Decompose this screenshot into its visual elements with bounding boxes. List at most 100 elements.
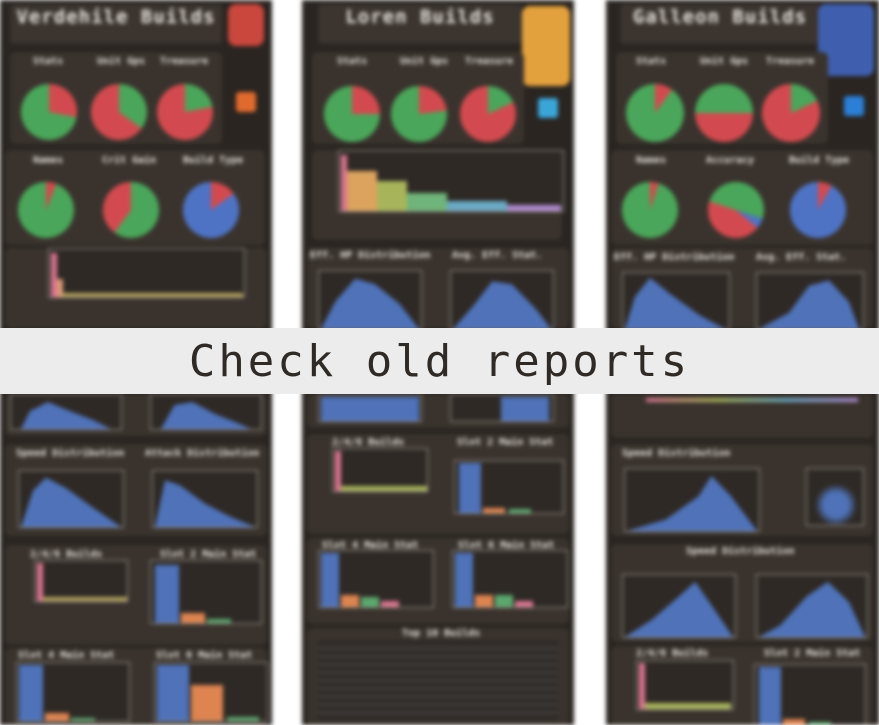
unit-gps-pie-chart <box>695 84 753 142</box>
slot2-main-plot <box>150 560 262 624</box>
avg-eff-plot <box>756 272 864 330</box>
avg-eff-plot-tail <box>450 394 554 422</box>
report-panel-verdehile[interactable]: Verdehile Builds Stats Unit Gps Treasure… <box>0 0 272 725</box>
treasure-label: Treasure <box>465 56 514 67</box>
treasure-pie-chart <box>157 84 213 140</box>
bar <box>455 553 473 607</box>
histogram <box>321 397 419 421</box>
slot4-main-label: Slot 4 Main Stat <box>18 650 115 661</box>
eff-hp-plot <box>318 270 422 330</box>
slot-builds-label: 2/4/6 Builds <box>636 648 709 659</box>
histogram <box>627 475 757 531</box>
histogram <box>321 278 419 329</box>
histogram <box>21 402 111 429</box>
hero-avatar <box>228 4 264 46</box>
names-pie-chart <box>18 182 74 238</box>
slot-builds-plot <box>34 560 128 602</box>
histogram <box>759 280 859 329</box>
bar <box>483 508 505 513</box>
stats-pie-chart <box>626 84 684 142</box>
bar <box>407 193 447 211</box>
table-row <box>318 696 558 697</box>
bar <box>341 595 359 607</box>
speed-distribution-plot <box>624 468 760 532</box>
table-row <box>318 656 558 657</box>
stats-label: Stats <box>33 56 64 67</box>
bar <box>19 665 43 721</box>
crit-gain-label: Crit Gain <box>102 155 157 166</box>
bar <box>515 601 533 607</box>
bar <box>57 279 63 297</box>
table-row <box>318 688 558 689</box>
report-header: Verdehile Builds <box>10 4 222 44</box>
bar <box>51 253 57 297</box>
accuracy-pie-chart <box>708 182 764 238</box>
unit-gps-label: Unit Gps <box>700 56 749 67</box>
names-label: Names <box>33 155 64 166</box>
top-builds-label: Top 10 Builds <box>402 628 481 639</box>
bar <box>181 613 205 623</box>
names-pie-chart <box>622 182 678 238</box>
bar <box>37 563 43 601</box>
histogram <box>21 477 121 527</box>
bar <box>639 663 645 709</box>
eff-hp-plot <box>622 272 730 330</box>
speed-distribution-b-plot <box>756 574 868 638</box>
eff-hp-label: Eff. HP Distribution <box>310 250 431 261</box>
top-builds-table <box>318 640 558 720</box>
attack-distribution-plot <box>152 470 258 528</box>
crit-gain-pie-chart <box>103 182 159 238</box>
bar <box>347 171 377 211</box>
bar <box>809 722 831 725</box>
table-row <box>318 672 558 673</box>
avg-eff-label: Avg. Eff. Stat. <box>756 252 847 263</box>
report-panel-galleon[interactable]: Galleon Builds Stats Unit Gps Treasure N… <box>606 0 879 725</box>
bar <box>341 486 427 491</box>
bar <box>459 463 481 513</box>
slot6-main-label: Slot 6 Main Stat <box>156 650 253 661</box>
slot4-main-plot <box>318 550 434 608</box>
bar <box>43 597 127 601</box>
table-row <box>318 664 558 665</box>
bar <box>759 667 781 725</box>
speed-distribution-2-label: Speed Distribution <box>686 546 795 557</box>
artifact-icon <box>538 98 558 118</box>
bar <box>361 597 379 607</box>
eff-distribution-plot <box>150 394 262 430</box>
treasure-pie-chart <box>460 86 516 142</box>
scatter-plot <box>806 468 864 526</box>
bar <box>191 685 223 721</box>
artifact-icon <box>236 92 256 112</box>
banner-text: Check old reports <box>188 335 691 387</box>
table-row <box>318 648 558 649</box>
eff-hp-plot-tail <box>318 394 422 422</box>
slot2-main-label: Slot 2 Main Stat <box>764 648 861 659</box>
build-type-label: Build Type <box>789 155 850 166</box>
gear-popularity-tail <box>646 398 858 402</box>
speed-distribution-label: Speed Distribution <box>16 448 125 459</box>
scatter-points <box>813 485 859 525</box>
bar <box>507 205 561 211</box>
slot-builds-label: 2/4/6 Builds <box>30 549 103 560</box>
slot2-main-label: Slot 2 Main Stat <box>457 437 554 448</box>
unit-gps-pie-chart <box>91 84 147 140</box>
gear-popularity-plot <box>338 150 564 212</box>
bar <box>447 201 507 211</box>
accuracy-label: Accuracy <box>706 155 755 166</box>
check-old-reports-banner[interactable]: Check old reports <box>0 328 879 394</box>
hero-avatar <box>522 6 570 86</box>
slot4-main-label: Slot 4 Main Stat <box>322 540 419 551</box>
report-header: Loren Builds <box>318 4 522 44</box>
unit-gps-label: Unit Gps <box>97 56 146 67</box>
artifact-icon <box>844 96 864 116</box>
report-header: Galleon Builds <box>620 4 820 44</box>
bar <box>645 703 731 709</box>
bar <box>495 595 513 607</box>
histogram <box>161 402 251 429</box>
bar <box>335 451 341 491</box>
build-type-label: Build Type <box>183 155 244 166</box>
bar <box>475 595 493 607</box>
stats-pie-chart <box>21 84 77 140</box>
table-row <box>318 680 558 681</box>
bar <box>509 509 531 513</box>
